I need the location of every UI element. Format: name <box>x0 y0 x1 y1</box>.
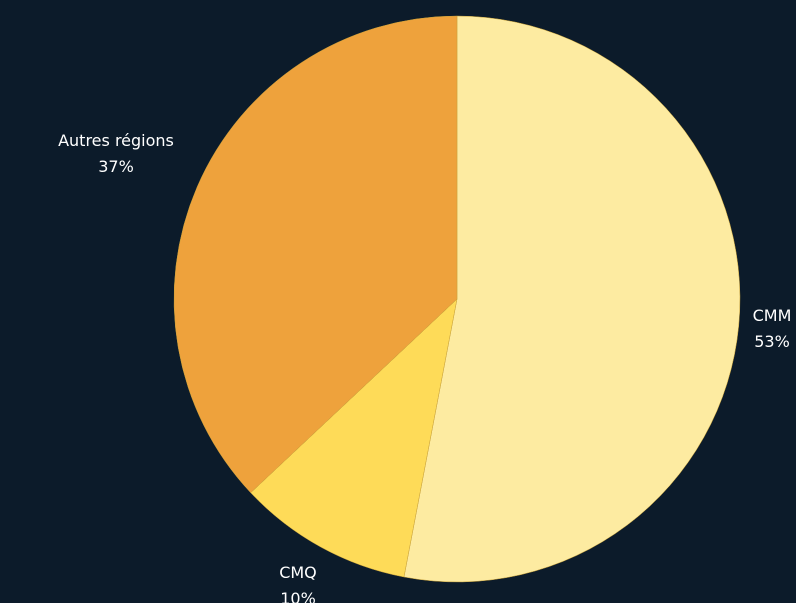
pie-labels: CMM 53% CMQ 10% Autres régions 37% <box>58 131 791 603</box>
pie-slice-cmq <box>250 298 458 578</box>
slice-value-label: 10% <box>280 589 316 603</box>
slice-value-label: 37% <box>98 157 134 176</box>
slice-value-label: 53% <box>754 332 790 351</box>
pie-slice-autres-r-gions <box>173 15 458 494</box>
slice-label: CMM <box>753 306 792 325</box>
pie-slices <box>173 15 741 583</box>
slice-label: CMQ <box>279 563 317 582</box>
pie-slice-cmm <box>403 15 741 583</box>
slice-label: Autres régions <box>58 131 174 150</box>
